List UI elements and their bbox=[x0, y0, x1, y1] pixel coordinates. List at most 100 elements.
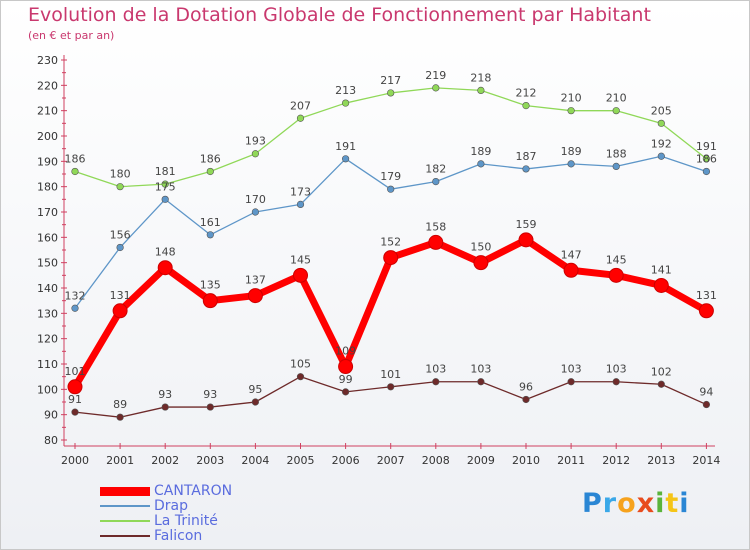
data-label: 207 bbox=[290, 99, 311, 112]
data-point bbox=[116, 243, 124, 252]
data-label: 193 bbox=[245, 135, 266, 148]
x-tick-label: 2010 bbox=[512, 454, 540, 467]
data-point bbox=[71, 408, 79, 416]
data-label: 186 bbox=[200, 152, 221, 165]
data-point bbox=[251, 150, 259, 158]
data-point bbox=[657, 380, 665, 388]
logo-letter: o bbox=[617, 488, 637, 519]
data-label: 189 bbox=[561, 145, 582, 158]
data-point bbox=[293, 267, 308, 283]
data-label: 103 bbox=[606, 363, 627, 376]
y-tick-label: 220 bbox=[37, 79, 58, 92]
data-label: 152 bbox=[380, 236, 401, 249]
data-label: 173 bbox=[290, 185, 311, 198]
data-point bbox=[518, 232, 534, 248]
data-label: 101 bbox=[65, 365, 86, 378]
data-point bbox=[387, 383, 395, 391]
data-point bbox=[432, 178, 440, 186]
data-label: 179 bbox=[380, 170, 401, 183]
data-point bbox=[657, 119, 665, 127]
data-label: 101 bbox=[380, 368, 401, 381]
data-point bbox=[71, 167, 79, 176]
data-point bbox=[206, 403, 214, 411]
data-label: 102 bbox=[651, 365, 672, 378]
data-label: 147 bbox=[561, 248, 582, 261]
legend-swatch bbox=[100, 520, 150, 522]
data-point bbox=[702, 167, 711, 176]
y-tick-label: 210 bbox=[37, 105, 58, 118]
data-label: 141 bbox=[651, 263, 672, 276]
data-label: 89 bbox=[113, 398, 127, 411]
data-label: 91 bbox=[68, 393, 82, 406]
data-point bbox=[206, 167, 214, 176]
logo-letter: i bbox=[655, 488, 666, 519]
data-label: 213 bbox=[335, 84, 356, 97]
data-point bbox=[161, 180, 169, 188]
data-label: 182 bbox=[425, 163, 446, 176]
logo-letter: t bbox=[665, 488, 680, 519]
data-label: 135 bbox=[200, 279, 221, 292]
legend-label: Falicon bbox=[154, 528, 203, 544]
x-tick-label: 2012 bbox=[602, 454, 630, 467]
y-tick-label: 170 bbox=[37, 206, 58, 219]
data-label: 131 bbox=[110, 289, 131, 302]
data-point bbox=[296, 373, 305, 381]
data-label: 109 bbox=[335, 345, 356, 358]
data-point bbox=[567, 160, 575, 168]
x-tick-label: 2005 bbox=[287, 454, 315, 467]
data-label: 218 bbox=[470, 71, 491, 84]
data-point bbox=[206, 231, 214, 239]
data-label: 137 bbox=[245, 274, 266, 287]
logo-letter: r bbox=[602, 488, 618, 519]
chart-title: Evolution de la Dotation Globale de Fonc… bbox=[28, 4, 651, 26]
legend-label: CANTARON bbox=[154, 483, 233, 499]
data-label: 103 bbox=[470, 363, 491, 376]
data-point bbox=[567, 378, 575, 386]
data-point bbox=[296, 114, 305, 122]
x-tick-label: 2007 bbox=[377, 454, 405, 467]
data-point bbox=[116, 413, 124, 421]
legend-swatch bbox=[100, 505, 150, 507]
x-tick-label: 2003 bbox=[196, 454, 224, 467]
data-label: 105 bbox=[290, 358, 311, 371]
data-label: 159 bbox=[516, 218, 537, 231]
data-label: 103 bbox=[561, 363, 582, 376]
y-tick-label: 160 bbox=[37, 231, 58, 244]
data-point bbox=[161, 195, 169, 203]
data-point bbox=[387, 185, 395, 193]
data-label: 94 bbox=[699, 386, 713, 399]
y-tick-label: 110 bbox=[37, 358, 58, 371]
data-point bbox=[563, 262, 579, 278]
data-label: 131 bbox=[696, 289, 717, 302]
x-tick-label: 2014 bbox=[692, 454, 720, 467]
x-tick-label: 2000 bbox=[61, 454, 89, 467]
data-label: 191 bbox=[335, 140, 356, 153]
data-label: 181 bbox=[155, 165, 176, 178]
logo-letter: P bbox=[582, 488, 603, 519]
data-label: 158 bbox=[425, 220, 446, 233]
data-label: 191 bbox=[696, 140, 717, 153]
data-point bbox=[387, 89, 395, 97]
legend-swatch bbox=[100, 486, 150, 496]
data-label: 145 bbox=[606, 253, 627, 266]
data-point bbox=[251, 398, 259, 406]
data-point bbox=[522, 165, 530, 173]
data-label: 210 bbox=[561, 92, 582, 105]
legend-label: La Trinité bbox=[154, 513, 218, 529]
data-label: 188 bbox=[606, 147, 627, 160]
data-point bbox=[296, 200, 305, 208]
data-point bbox=[473, 255, 489, 271]
x-tick-label: 2011 bbox=[557, 454, 585, 467]
data-label: 217 bbox=[380, 74, 401, 87]
y-tick-label: 100 bbox=[37, 383, 58, 396]
data-label: 156 bbox=[110, 228, 131, 241]
x-tick-label: 2006 bbox=[332, 454, 360, 467]
data-point bbox=[342, 99, 350, 107]
data-label: 150 bbox=[470, 241, 491, 254]
data-point bbox=[338, 359, 354, 375]
data-point bbox=[612, 162, 620, 170]
y-tick-label: 80 bbox=[44, 434, 58, 447]
data-label: 93 bbox=[203, 388, 217, 401]
y-tick-label: 120 bbox=[37, 333, 58, 346]
data-label: 99 bbox=[339, 373, 353, 386]
